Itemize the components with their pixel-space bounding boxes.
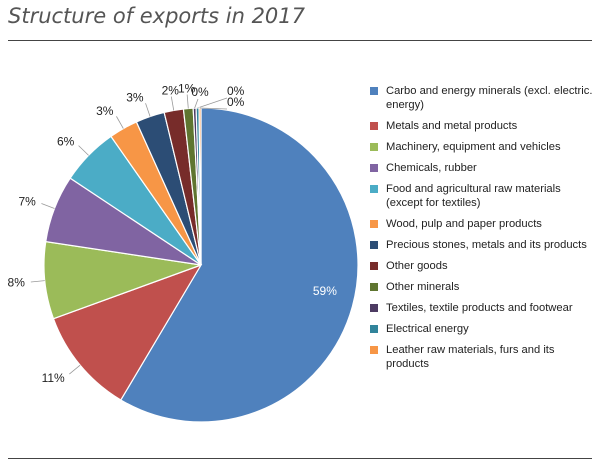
legend-item-5: Food and agricultural raw materials (exc… — [370, 182, 596, 210]
legend-swatch — [370, 304, 378, 312]
legend-swatch — [370, 164, 378, 172]
leader-line-4 — [41, 203, 55, 209]
legend-item-1: Carbo and energy minerals (excl. electri… — [370, 84, 596, 112]
leader-line-5 — [78, 145, 89, 156]
leader-line-9 — [186, 94, 189, 109]
bottom-divider — [8, 458, 592, 459]
pie-label-6: 3% — [96, 104, 114, 118]
legend-swatch — [370, 241, 378, 249]
legend-label: Textiles, textile products and footwear — [386, 302, 573, 314]
legend-label: Other minerals — [386, 281, 460, 293]
leader-line-3 — [30, 280, 45, 283]
legend-item-8: Other goods — [370, 259, 596, 273]
pie-label-3: 8% — [8, 276, 26, 290]
legend-swatch — [370, 87, 378, 95]
leader-line-7 — [145, 103, 151, 117]
legend-item-4: Chemicals, rubber — [370, 161, 596, 175]
legend-label: Other goods — [386, 260, 448, 272]
leader-line-8 — [170, 96, 175, 111]
legend-swatch — [370, 122, 378, 130]
pie-label-11: 0% — [227, 84, 245, 98]
legend-label: Machinery, equipment and vehicles — [386, 141, 561, 153]
pie-label-12: 0% — [227, 95, 245, 109]
pie-label-4: 7% — [18, 194, 36, 208]
pie-label-5: 6% — [57, 134, 75, 148]
legend-item-9: Other minerals — [370, 280, 596, 294]
legend-label: Precious stones, metals and its products — [386, 239, 587, 251]
legend-item-11: Electrical energy — [370, 322, 596, 336]
legend-label: Chemicals, rubber — [386, 162, 477, 174]
legend-swatch — [370, 220, 378, 228]
legend-label: Leather raw materials, furs and its prod… — [386, 344, 555, 370]
legend-label: Food and agricultural raw materials (exc… — [386, 183, 561, 209]
legend-item-12: Leather raw materials, furs and its prod… — [370, 343, 596, 371]
legend-label: Metals and metal products — [386, 120, 518, 132]
legend-swatch — [370, 346, 378, 354]
leader-line-11 — [197, 97, 228, 109]
pie-slice-2 — [52, 263, 203, 401]
pie-label-1: 59% — [313, 284, 337, 298]
legend-swatch — [370, 325, 378, 333]
chart-title: Structure of exports in 2017 — [8, 4, 306, 28]
legend-swatch — [370, 143, 378, 151]
legend-item-10: Textiles, textile products and footwear — [370, 301, 596, 315]
legend-swatch — [370, 185, 378, 193]
pie-label-7: 3% — [126, 91, 144, 105]
pie-label-10: 0% — [191, 85, 209, 99]
legend-item-3: Machinery, equipment and vehicles — [370, 140, 596, 154]
legend-item-2: Metals and metal products — [370, 119, 596, 133]
pie-label-9: 1% — [178, 82, 196, 96]
legend-swatch — [370, 283, 378, 291]
leader-line-6 — [116, 116, 124, 129]
legend-swatch — [370, 262, 378, 270]
legend-item-7: Precious stones, metals and its products — [370, 238, 596, 252]
leader-line-2 — [69, 364, 81, 375]
pie-slice-1 — [119, 107, 359, 423]
legend-label: Carbo and energy minerals (excl. electri… — [386, 85, 593, 111]
pie-label-8: 2% — [162, 84, 180, 98]
pie-label-2: 11% — [42, 371, 65, 385]
legend-label: Wood, pulp and paper products — [386, 218, 542, 230]
legend-label: Electrical energy — [386, 323, 469, 335]
leader-line-12 — [200, 107, 228, 110]
legend-item-6: Wood, pulp and paper products — [370, 217, 596, 231]
chart-legend: Carbo and energy minerals (excl. electri… — [370, 84, 596, 378]
leader-line-10 — [194, 98, 199, 109]
top-divider — [8, 40, 592, 41]
